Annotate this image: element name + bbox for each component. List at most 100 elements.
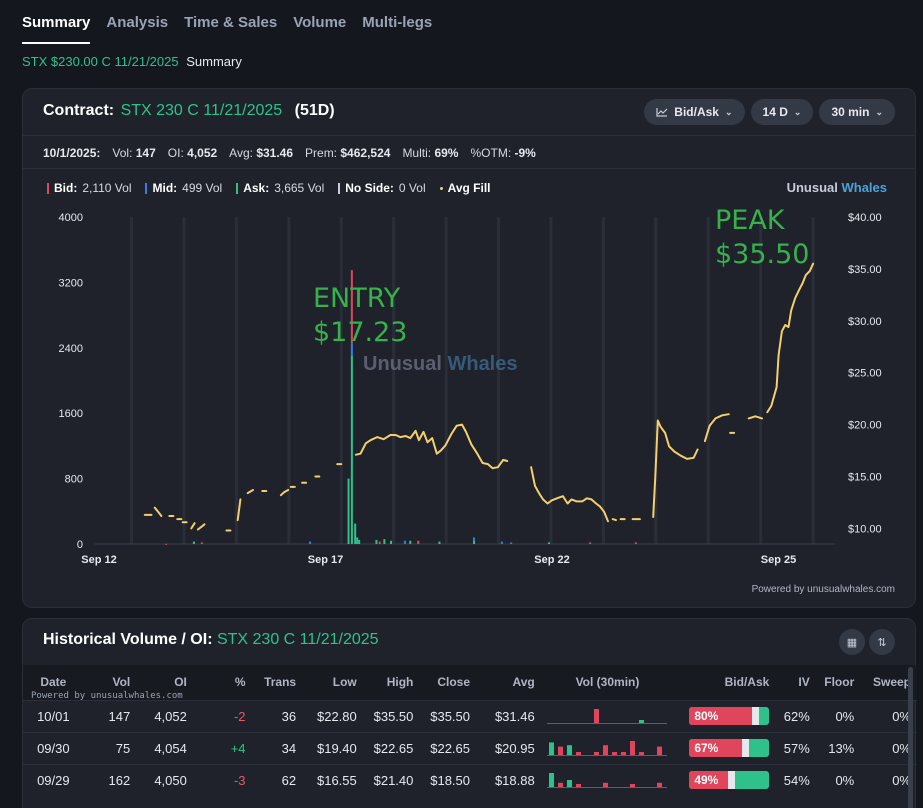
sparkline-bar [639,751,645,755]
cell-oi-change: -2 [192,699,252,732]
col-oi-change[interactable]: % [234,675,246,690]
avg-fill-line [611,518,617,522]
ask-volume-bar [358,539,361,544]
bid-ask-bar: 80% [689,707,770,725]
contract-days: (51D) [294,102,335,119]
cell-floor: 13% [815,731,861,764]
table-row[interactable]: 09/29 162 4,050 -3 62 $16.55 $21.40 $18.50 $18.8… [23,763,917,796]
cell-oi: 4,050 [136,763,193,796]
columns-icon[interactable]: ▦ [839,629,865,655]
y2-tick-label: $35.00 [848,264,882,276]
col-vol[interactable]: Vol [112,675,131,690]
breadcrumb-contract[interactable]: STX $230.00 C 11/21/2025 [22,54,179,69]
bid-volume-bar [200,542,203,544]
tab-multi-legs[interactable]: Multi-legs [362,14,433,31]
cell-avg: $31.46 [476,699,541,732]
bid-volume-bar [634,542,637,544]
bid-portion [689,771,729,790]
y2-tick-label: $30.00 [848,316,882,328]
col-low[interactable]: Low [332,675,357,690]
chevron-down-icon: ⌄ [793,106,802,117]
bidask-dropdown[interactable]: Bid/Ask ⌄ [644,99,745,125]
ask-volume-bar [438,541,441,544]
cell-vol-sparkline [540,699,675,732]
cell-iv: 62% [775,699,816,732]
col-floor[interactable]: Floor [824,675,855,690]
table-scrollbar[interactable] [908,667,913,808]
cell-avg: $18.88 [476,763,541,796]
cell-close: $22.65 [419,731,476,764]
chart-controls: Bid/Ask ⌄ 14 D ⌄ 30 min ⌄ [644,99,895,125]
col-trans[interactable]: Trans [264,675,297,690]
col-bid-ask[interactable]: Bid/Ask [724,675,770,690]
sparkline-bar [594,751,600,755]
cell-oi-change: -3 [192,763,252,796]
avg-fill-line [766,262,815,414]
range-label: 14 D [762,105,788,119]
col-high[interactable]: High [386,675,414,690]
cell-low: $19.40 [302,731,363,764]
col-date[interactable]: Date [40,675,67,690]
cell-date: 09/29 [23,763,84,796]
tab-time-and-sales[interactable]: Time & Sales [184,14,278,31]
avg-fill-line [153,506,163,517]
bid-ask-bar: 49% [689,771,770,790]
range-dropdown[interactable]: 14 D ⌄ [750,99,814,125]
mid-portion [752,707,760,725]
contract-stats: 10/1/2025: Vol: 147 OI: 4,052 Avg: $31.4… [43,146,536,160]
chevron-down-icon: ⌄ [724,106,733,117]
bid-ask-pct: 67% [694,741,719,755]
sparkline-bar [549,772,555,787]
stats-oi: OI: 4,052 [167,146,218,160]
mid-volume-bar [350,343,353,356]
cell-oi-change: +4 [192,731,252,764]
col-vol-30min[interactable]: Vol (30min) [575,675,640,690]
ask-volume-bar [354,523,357,544]
history-title: Historical Volume / OI: STX 230 C 11/21/… [43,631,379,648]
bid-volume-bar [350,270,353,344]
mid-portion [741,739,749,757]
cell-iv: 57% [775,731,816,764]
cell-vol-sparkline [540,731,675,764]
y2-tick-label: $15.00 [848,472,882,484]
cell-close: $18.50 [419,763,476,796]
chart-legend: Bid: 2,110 Vol Mid: 499 Vol Ask: 3,665 Vol … [47,181,491,195]
mid-volume-bar [309,541,312,544]
tab-summary[interactable]: Summary [22,0,91,44]
stats-avg: Avg: $31.46 [229,146,294,160]
cell-vol: 147 [83,699,137,732]
peak-label: PEAK [715,205,785,236]
table-row[interactable]: 10/01 147 4,052 -2 36 $22.80 $35.50 $35.50 $31.4… [23,699,917,732]
cell-bid-ask: 80% [674,699,776,732]
cell-vol: 75 [83,731,137,764]
col-oi[interactable]: OI [174,675,187,690]
divider [23,168,915,169]
sparkline-bar [567,744,573,755]
cell-iv: 54% [775,763,816,796]
tab-analysis[interactable]: Analysis [106,14,169,31]
col-sweep[interactable]: Sweep [872,675,911,690]
y-tick-label: 800 [65,474,83,486]
interval-dropdown[interactable]: 30 min ⌄ [819,99,895,125]
stats-date: 10/1/2025: [43,146,101,160]
col-close[interactable]: Close [437,675,470,690]
sparkline-bar [567,779,573,787]
table-header-row: Date Vol OI % Trans Low High Close Avg V… [23,665,917,700]
y2-tick-label: $40.00 [848,212,882,224]
cell-trans: 36 [251,699,303,732]
col-iv[interactable]: IV [798,675,810,690]
x-tick-label: Sep 22 [534,554,569,566]
line-chart-icon [656,108,668,117]
col-avg[interactable]: Avg [512,675,535,690]
bid-ask-pct: 80% [694,709,719,723]
y2-tick-label: $20.00 [848,420,882,432]
peak-price: $35.50 [715,239,810,270]
collapse-icon[interactable]: ⇅ [869,629,895,655]
table-row[interactable]: 09/30 75 4,054 +4 34 $19.40 $22.65 $22.65 $20.95… [23,731,917,764]
cell-sweep: 0% [860,731,917,764]
tab-volume[interactable]: Volume [293,14,347,31]
cell-oi: 4,052 [136,699,193,732]
bid-volume-bar [417,540,420,544]
ask-volume-bar [356,537,359,544]
sparkline-bar [576,751,582,755]
